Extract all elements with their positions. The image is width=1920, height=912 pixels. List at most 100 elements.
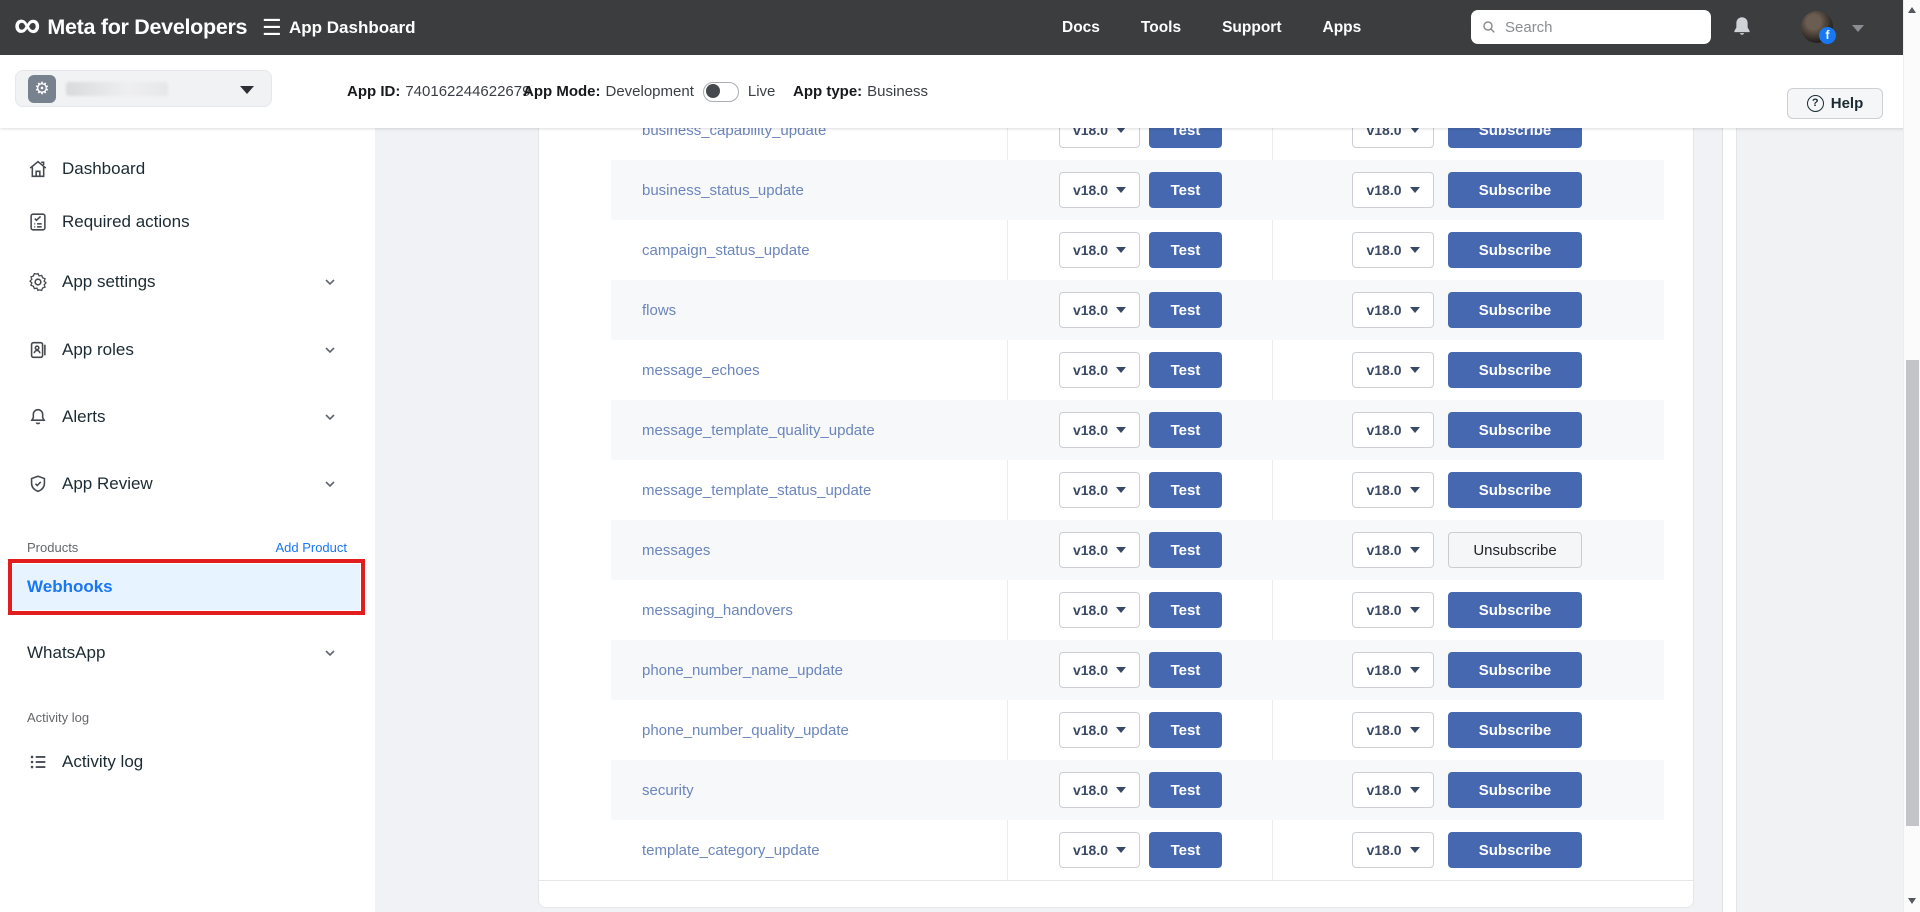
test-button[interactable]: Test <box>1149 652 1222 688</box>
chevron-down-icon[interactable] <box>322 342 338 363</box>
nav-link-support[interactable]: Support <box>1222 18 1282 36</box>
test-button[interactable]: Test <box>1149 128 1222 148</box>
field-link-security[interactable]: security <box>642 781 694 799</box>
field-link-message_echoes[interactable]: message_echoes <box>642 361 760 379</box>
field-link-messages[interactable]: messages <box>642 541 711 559</box>
test-version-select[interactable]: v18.0 <box>1059 712 1140 748</box>
subscribe-version-select[interactable]: v18.0 <box>1352 832 1434 868</box>
page-scrollbar[interactable] <box>1903 0 1920 912</box>
subscribe-button[interactable]: Subscribe <box>1448 712 1582 748</box>
field-link-business_capability_update[interactable]: business_capability_update <box>642 128 827 139</box>
brand[interactable]: ∞ Meta for Developers <box>14 3 248 45</box>
test-version-select[interactable]: v18.0 <box>1059 232 1140 268</box>
add-product-link[interactable]: Add Product <box>275 540 347 555</box>
subscribe-button[interactable]: Subscribe <box>1448 772 1582 808</box>
app-dashboard-label[interactable]: App Dashboard <box>289 17 416 37</box>
search-input[interactable]: Search <box>1471 10 1711 44</box>
sidebar-item-required-actions[interactable]: Required actions <box>0 202 375 242</box>
test-button[interactable]: Test <box>1149 772 1222 808</box>
test-version-select[interactable]: v18.0 <box>1059 352 1140 388</box>
subscribe-version-select[interactable]: v18.0 <box>1352 652 1434 688</box>
sidebar-item-app-review[interactable]: App Review <box>0 464 375 504</box>
subscribe-version-select[interactable]: v18.0 <box>1352 712 1434 748</box>
field-link-message_template_quality_update[interactable]: message_template_quality_update <box>642 421 875 439</box>
test-button[interactable]: Test <box>1149 532 1222 568</box>
subscribe-button[interactable]: Subscribe <box>1448 652 1582 688</box>
test-button[interactable]: Test <box>1149 232 1222 268</box>
chevron-down-icon[interactable] <box>322 476 338 497</box>
subscribe-button[interactable]: Subscribe <box>1448 232 1582 268</box>
subscribe-version-select[interactable]: v18.0 <box>1352 472 1434 508</box>
nav-link-docs[interactable]: Docs <box>1062 18 1100 36</box>
sidebar-item-app-settings[interactable]: App settings <box>0 262 375 302</box>
test-version-select[interactable]: v18.0 <box>1059 832 1140 868</box>
subscribe-version-select[interactable]: v18.0 <box>1352 352 1434 388</box>
sidebar-item-webhooks[interactable]: Webhooks <box>12 564 360 610</box>
subscribe-version-select[interactable]: v18.0 <box>1352 128 1434 148</box>
field-link-phone_number_name_update[interactable]: phone_number_name_update <box>642 661 843 679</box>
field-link-flows[interactable]: flows <box>642 301 677 319</box>
nav-link-apps[interactable]: Apps <box>1322 18 1362 36</box>
chevron-down-icon[interactable] <box>322 409 338 430</box>
subscribe-button[interactable]: Subscribe <box>1448 128 1582 148</box>
test-version-select[interactable]: v18.0 <box>1059 592 1140 628</box>
test-version-select[interactable]: v18.0 <box>1059 292 1140 328</box>
test-button[interactable]: Test <box>1149 412 1222 448</box>
field-link-phone_number_quality_update[interactable]: phone_number_quality_update <box>642 721 849 739</box>
subscribe-button[interactable]: Subscribe <box>1448 412 1582 448</box>
field-link-message_template_status_update[interactable]: message_template_status_update <box>642 481 872 499</box>
chevron-down-icon[interactable] <box>1852 25 1864 32</box>
sidebar-item-app-roles[interactable]: App roles <box>0 330 375 370</box>
test-button[interactable]: Test <box>1149 292 1222 328</box>
subscribe-button[interactable]: Subscribe <box>1448 172 1582 208</box>
subscribe-button[interactable]: Subscribe <box>1448 592 1582 628</box>
test-version-select[interactable]: v18.0 <box>1059 472 1140 508</box>
chevron-down-icon[interactable] <box>322 274 338 295</box>
app-selector-dropdown[interactable]: ⚙ <box>15 70 272 107</box>
subscribe-version-select[interactable]: v18.0 <box>1352 772 1434 808</box>
nav-link-tools[interactable]: Tools <box>1140 18 1182 36</box>
test-button[interactable]: Test <box>1149 832 1222 868</box>
products-section-label: Products <box>27 540 79 555</box>
subscribe-button[interactable]: Subscribe <box>1448 832 1582 868</box>
test-version-select[interactable]: v18.0 <box>1059 532 1140 568</box>
hamburger-icon[interactable]: ☰ <box>262 14 282 40</box>
field-link-campaign_status_update[interactable]: campaign_status_update <box>642 241 810 259</box>
subscribe-button[interactable]: Subscribe <box>1448 472 1582 508</box>
unsubscribe-button[interactable]: Unsubscribe <box>1448 532 1582 568</box>
sidebar-item-label: App roles <box>62 340 134 359</box>
sidebar-item-whatsapp[interactable]: WhatsApp <box>0 633 375 673</box>
bell-icon[interactable] <box>1729 14 1755 40</box>
scroll-up-arrow[interactable] <box>1908 7 1916 13</box>
sidebar-item-dashboard[interactable]: Dashboard <box>0 149 375 189</box>
test-version-select[interactable]: v18.0 <box>1059 772 1140 808</box>
help-button[interactable]: ? Help <box>1787 88 1883 119</box>
sidebar-item-label: App Review <box>62 474 153 493</box>
field-link-business_status_update[interactable]: business_status_update <box>642 181 804 199</box>
test-version-select[interactable]: v18.0 <box>1059 128 1140 148</box>
subscribe-button[interactable]: Subscribe <box>1448 292 1582 328</box>
field-link-messaging_handovers[interactable]: messaging_handovers <box>642 601 793 619</box>
test-button[interactable]: Test <box>1149 472 1222 508</box>
scroll-down-arrow[interactable] <box>1908 898 1916 904</box>
sidebar-item-alerts[interactable]: Alerts <box>0 397 375 437</box>
field-link-template_category_update[interactable]: template_category_update <box>642 841 820 859</box>
test-button[interactable]: Test <box>1149 172 1222 208</box>
test-version-select[interactable]: v18.0 <box>1059 652 1140 688</box>
test-button[interactable]: Test <box>1149 352 1222 388</box>
test-button[interactable]: Test <box>1149 592 1222 628</box>
sidebar-item-activity-log[interactable]: Activity log <box>0 742 375 782</box>
subscribe-version-select[interactable]: v18.0 <box>1352 292 1434 328</box>
subscribe-version-select[interactable]: v18.0 <box>1352 592 1434 628</box>
test-button[interactable]: Test <box>1149 712 1222 748</box>
webhook-field-row: business_capability_update v18.0 Test v18.0… <box>539 128 1693 160</box>
test-version-select[interactable]: v18.0 <box>1059 172 1140 208</box>
test-version-select[interactable]: v18.0 <box>1059 412 1140 448</box>
subscribe-version-select[interactable]: v18.0 <box>1352 532 1434 568</box>
subscribe-button[interactable]: Subscribe <box>1448 352 1582 388</box>
subscribe-version-select[interactable]: v18.0 <box>1352 412 1434 448</box>
app-mode-toggle[interactable] <box>702 81 739 102</box>
subscribe-version-select[interactable]: v18.0 <box>1352 172 1434 208</box>
subscribe-version-select[interactable]: v18.0 <box>1352 232 1434 268</box>
scrollbar-thumb[interactable] <box>1906 360 1919 826</box>
